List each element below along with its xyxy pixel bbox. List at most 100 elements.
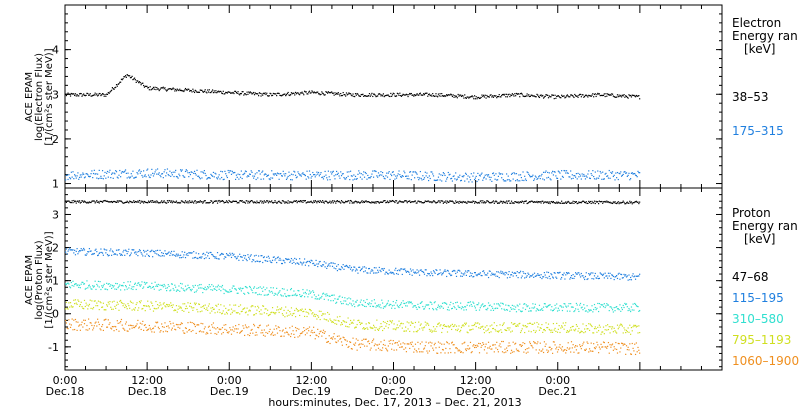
data-point xyxy=(478,273,481,275)
data-point xyxy=(294,309,296,312)
data-point xyxy=(393,349,395,351)
data-point xyxy=(368,322,370,324)
data-point xyxy=(109,300,111,303)
data-point xyxy=(577,308,579,310)
data-point xyxy=(73,285,75,287)
data-point xyxy=(212,255,215,257)
data-point xyxy=(434,328,436,330)
data-point xyxy=(300,295,302,298)
data-point xyxy=(187,200,189,202)
data-point xyxy=(533,306,536,308)
data-point xyxy=(187,172,189,174)
data-point xyxy=(360,299,362,301)
data-point xyxy=(496,202,499,204)
data-point xyxy=(571,277,573,280)
data-point xyxy=(203,307,205,309)
data-point xyxy=(143,84,145,87)
data-point xyxy=(551,200,553,203)
data-point xyxy=(287,258,289,260)
data-point xyxy=(436,179,438,181)
electron-legend-title-3: [keV] xyxy=(744,42,775,56)
data-point xyxy=(491,272,493,274)
data-point xyxy=(148,324,150,327)
data-point xyxy=(457,201,459,203)
data-point xyxy=(198,284,201,286)
data-point xyxy=(297,336,299,338)
data-point xyxy=(134,176,137,178)
data-point xyxy=(484,174,486,176)
data-point xyxy=(572,200,574,202)
data-point xyxy=(286,289,288,291)
data-point xyxy=(282,170,284,172)
data-point xyxy=(392,171,394,173)
data-point xyxy=(504,180,506,182)
data-point xyxy=(354,270,357,272)
electron-ylabel-line3: [1/(cm²s ster MeV)] xyxy=(44,48,55,145)
data-point xyxy=(223,324,225,326)
data-point xyxy=(427,324,430,326)
data-point xyxy=(78,178,80,180)
data-point xyxy=(478,202,481,204)
data-point xyxy=(539,178,541,180)
data-point xyxy=(187,284,189,286)
data-point xyxy=(351,305,353,307)
data-point xyxy=(492,273,494,276)
data-point xyxy=(437,179,439,181)
data-point xyxy=(405,271,408,273)
data-point xyxy=(574,95,577,97)
data-point xyxy=(538,323,540,325)
data-point xyxy=(627,97,629,99)
data-point xyxy=(372,305,374,307)
data-point xyxy=(109,250,111,252)
data-point xyxy=(82,249,84,251)
data-point xyxy=(528,201,530,203)
data-point xyxy=(85,287,87,290)
data-point xyxy=(162,303,164,305)
data-point xyxy=(639,309,641,312)
data-point xyxy=(478,327,480,329)
data-point xyxy=(421,270,423,273)
data-point xyxy=(110,173,113,175)
data-point xyxy=(318,175,320,177)
data-point xyxy=(378,306,380,308)
data-point xyxy=(533,178,536,180)
data-point xyxy=(207,91,210,93)
data-point xyxy=(355,268,357,270)
data-point xyxy=(165,89,167,91)
data-point xyxy=(102,254,104,256)
data-point xyxy=(172,87,174,89)
data-point xyxy=(557,170,559,172)
data-point xyxy=(468,325,470,327)
data-point xyxy=(292,330,294,332)
data-point xyxy=(265,201,267,203)
data-point xyxy=(631,275,633,277)
data-point xyxy=(87,285,90,287)
data-point xyxy=(251,289,253,292)
data-point xyxy=(281,200,284,202)
data-point xyxy=(439,201,441,204)
data-point xyxy=(437,176,440,178)
data-point xyxy=(568,96,570,98)
data-point xyxy=(92,253,94,255)
data-point xyxy=(488,96,490,98)
data-point xyxy=(101,285,103,287)
data-point xyxy=(417,303,419,305)
data-point xyxy=(633,309,635,311)
data-point xyxy=(595,200,597,203)
data-point xyxy=(235,174,238,176)
data-point xyxy=(512,178,514,180)
data-point xyxy=(370,347,372,349)
data-point xyxy=(356,92,358,95)
data-point xyxy=(512,308,514,310)
data-point xyxy=(97,280,100,283)
data-point xyxy=(243,327,245,329)
data-point xyxy=(450,93,452,95)
data-point xyxy=(387,327,389,329)
data-point xyxy=(113,172,115,174)
data-point xyxy=(524,95,527,97)
data-point xyxy=(529,276,531,278)
data-point xyxy=(401,201,403,203)
data-point xyxy=(372,339,374,342)
data-point xyxy=(637,170,639,172)
data-point xyxy=(146,282,148,284)
